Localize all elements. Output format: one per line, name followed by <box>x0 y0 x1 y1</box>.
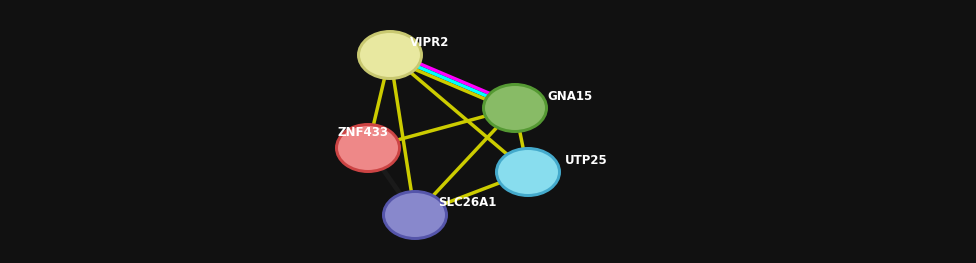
Ellipse shape <box>338 126 398 170</box>
Ellipse shape <box>357 30 423 80</box>
Ellipse shape <box>382 190 448 240</box>
Ellipse shape <box>335 123 401 173</box>
Text: ZNF433: ZNF433 <box>338 127 388 139</box>
Text: UTP25: UTP25 <box>565 154 607 166</box>
Ellipse shape <box>485 86 545 130</box>
Ellipse shape <box>385 193 445 237</box>
Ellipse shape <box>495 147 561 197</box>
Text: GNA15: GNA15 <box>548 89 592 103</box>
Ellipse shape <box>498 150 558 194</box>
Text: VIPR2: VIPR2 <box>410 37 450 49</box>
Ellipse shape <box>360 33 420 77</box>
Ellipse shape <box>482 83 548 133</box>
Text: SLC26A1: SLC26A1 <box>438 196 496 210</box>
